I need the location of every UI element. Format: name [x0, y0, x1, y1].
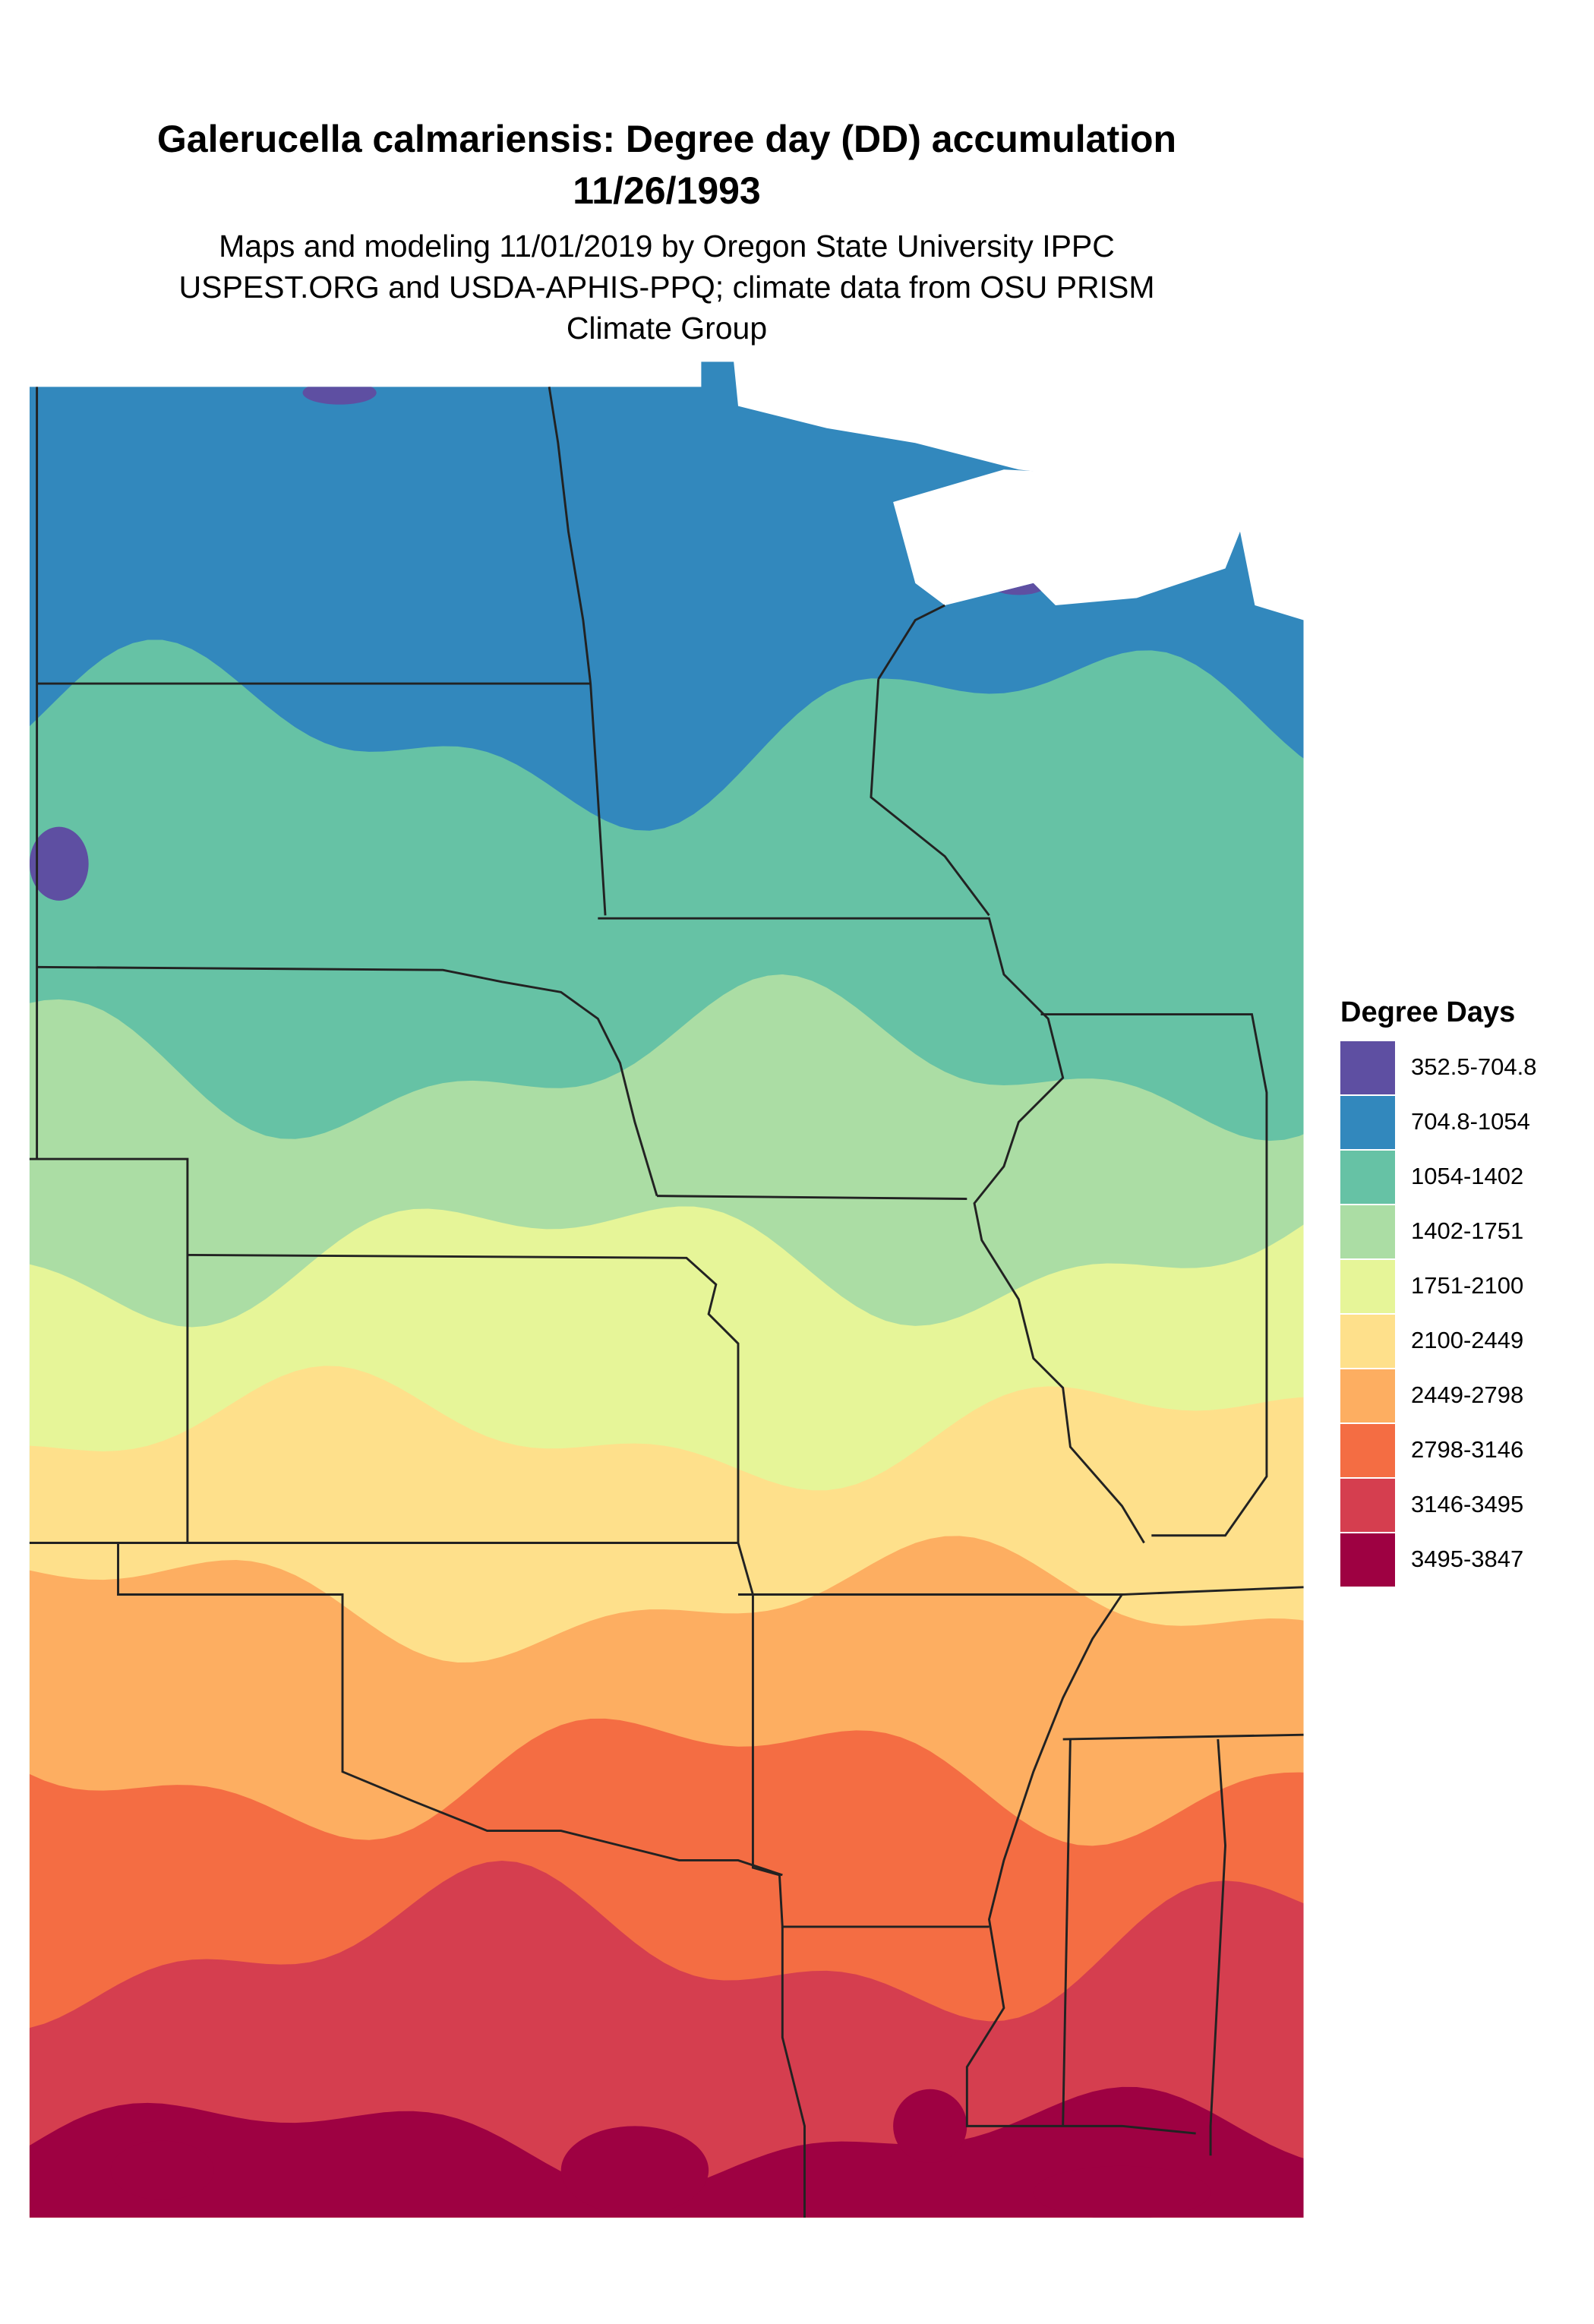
- zone: [110, 2140, 214, 2200]
- legend-label: 2449-2798: [1411, 1381, 1523, 1408]
- map: [29, 362, 1304, 2218]
- zone: [560, 2126, 709, 2215]
- subtitle: USPEST.ORG and USDA-APHIS-PPQ; climate d…: [178, 270, 1154, 305]
- legend-label: 2798-3146: [1411, 1436, 1523, 1463]
- legend-label: 352.5-704.8: [1411, 1053, 1536, 1080]
- subtitle: Climate Group: [567, 311, 767, 346]
- legend-label: 1054-1402: [1411, 1163, 1523, 1189]
- legend-swatch: [1340, 1369, 1395, 1423]
- legend-label: 704.8-1054: [1411, 1108, 1530, 1135]
- legend: 352.5-704.8 704.8-1054 1054-1402 1402-1751 1…: [1340, 1041, 1536, 1587]
- date: 11/26/1993: [573, 169, 761, 212]
- subtitle: Maps and modeling 11/01/2019 by Oregon S…: [219, 229, 1115, 264]
- zone: [893, 2089, 967, 2163]
- legend-label: 3146-3495: [1411, 1491, 1523, 1517]
- legend-swatch: [1340, 1424, 1395, 1477]
- title: Galerucella calmariensis: Degree day (DD…: [157, 118, 1176, 160]
- legend-swatch: [1340, 1533, 1395, 1587]
- legend-swatch: [1340, 1096, 1395, 1149]
- legend-label: 1751-2100: [1411, 1272, 1523, 1299]
- legend-swatch: [1340, 1479, 1395, 1532]
- legend-label: 3495-3847: [1411, 1546, 1523, 1572]
- legend-label: 2100-2449: [1411, 1327, 1523, 1353]
- zone: [1144, 471, 1188, 489]
- zone: [29, 2086, 1304, 2218]
- legend-swatch: [1340, 1315, 1395, 1368]
- legend-label: 1402-1751: [1411, 1217, 1523, 1244]
- legend-swatch: [1340, 1205, 1395, 1258]
- legend-swatch: [1340, 1151, 1395, 1204]
- zone: [989, 571, 1049, 595]
- legend-swatch: [1340, 1041, 1395, 1094]
- legend-title: Degree Days: [1340, 996, 1515, 1028]
- legend-swatch: [1340, 1260, 1395, 1313]
- zone: [302, 380, 377, 405]
- zone: [29, 826, 89, 901]
- state-borders: [29, 387, 1304, 2218]
- zone: [1033, 2165, 1211, 2218]
- lake: [893, 469, 1122, 606]
